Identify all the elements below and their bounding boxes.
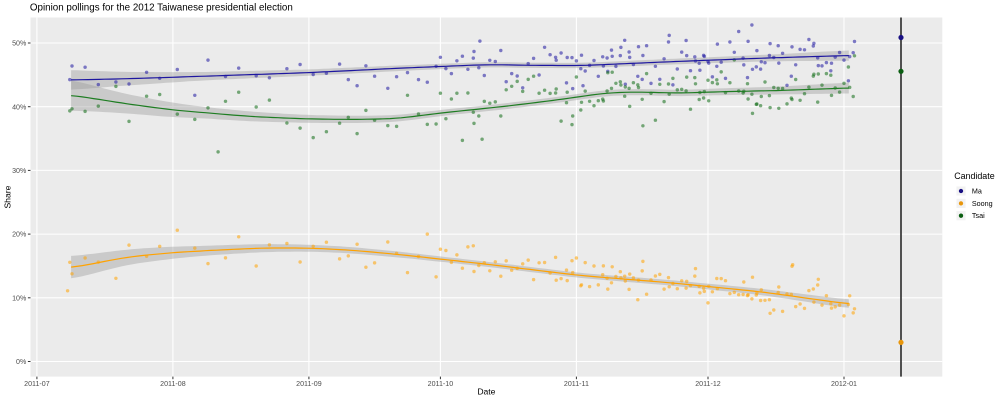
svg-text:Ma: Ma <box>972 187 982 196</box>
svg-text:2011-11: 2011-11 <box>564 380 589 388</box>
svg-text:2011-10: 2011-10 <box>428 380 454 388</box>
svg-text:2011-12: 2011-12 <box>695 380 721 388</box>
svg-text:Soong: Soong <box>972 199 993 208</box>
svg-text:40%: 40% <box>12 103 27 111</box>
svg-text:2011-08: 2011-08 <box>160 380 186 388</box>
svg-text:Tsai: Tsai <box>972 211 985 220</box>
svg-text:10%: 10% <box>12 294 27 302</box>
svg-text:Date: Date <box>477 387 495 397</box>
svg-text:Share: Share <box>2 185 12 208</box>
svg-text:2011-07: 2011-07 <box>24 380 50 388</box>
svg-text:50%: 50% <box>12 40 27 48</box>
svg-text:2012-01: 2012-01 <box>831 380 857 388</box>
svg-text:0%: 0% <box>16 358 27 366</box>
svg-text:30%: 30% <box>12 167 27 175</box>
svg-text:2011-09: 2011-09 <box>296 380 322 388</box>
svg-text:Candidate: Candidate <box>954 171 995 181</box>
svg-text:20%: 20% <box>12 231 27 239</box>
svg-text:Opinion pollings for the 2012: Opinion pollings for the 2012 Taiwanese … <box>30 3 293 14</box>
